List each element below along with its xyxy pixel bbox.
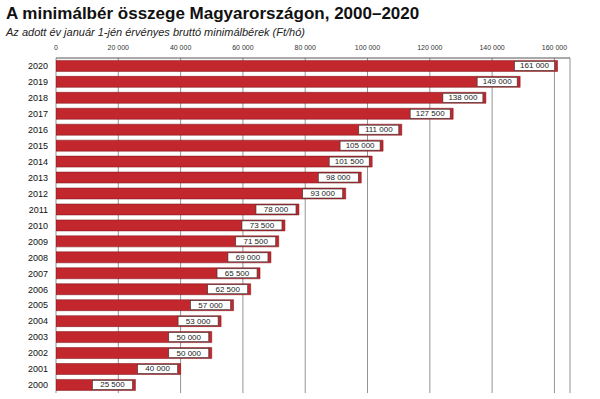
svg-text:25 500: 25 500 [100,380,125,389]
svg-text:2000: 2000 [28,380,48,390]
svg-text:120 000: 120 000 [417,44,442,51]
svg-text:149 000: 149 000 [483,77,512,86]
svg-text:101 500: 101 500 [335,157,364,166]
svg-text:53 000: 53 000 [186,317,211,326]
svg-text:2006: 2006 [28,285,48,295]
svg-text:60 000: 60 000 [232,44,254,51]
svg-text:2012: 2012 [28,189,48,199]
svg-text:0: 0 [54,44,58,51]
svg-text:40 000: 40 000 [170,44,192,51]
svg-text:2010: 2010 [28,221,48,231]
svg-text:65 500: 65 500 [225,269,250,278]
svg-text:2017: 2017 [28,109,48,119]
svg-text:105 000: 105 000 [346,141,375,150]
svg-text:2020: 2020 [28,61,48,71]
svg-text:78 000: 78 000 [264,205,289,214]
svg-text:140 000: 140 000 [479,44,504,51]
svg-text:2003: 2003 [28,332,48,342]
svg-text:2013: 2013 [28,173,48,183]
html-text:A minimálbér összege Magyarors: A minimálbér összege Magyarországon, 200… [6,4,420,23]
svg-text:2014: 2014 [28,157,48,167]
svg-text:80 000: 80 000 [295,44,317,51]
svg-text:2009: 2009 [28,237,48,247]
svg-text:2004: 2004 [28,316,48,326]
svg-text:20 000: 20 000 [108,44,130,51]
svg-text:71 500: 71 500 [243,237,268,246]
svg-text:2002: 2002 [28,348,48,358]
svg-text:2007: 2007 [28,269,48,279]
svg-text:50 000: 50 000 [177,333,202,342]
svg-text:161 000: 161 000 [520,61,549,70]
svg-text:111 000: 111 000 [365,125,393,134]
svg-text:2019: 2019 [28,77,48,87]
svg-text:2015: 2015 [28,141,48,151]
svg-text:2008: 2008 [28,253,48,263]
svg-text:57 000: 57 000 [198,301,223,310]
svg-text:127 500: 127 500 [416,109,445,118]
svg-text:73 500: 73 500 [250,221,275,230]
svg-text:93 000: 93 000 [310,189,335,198]
svg-text:2001: 2001 [28,364,48,374]
svg-text:2011: 2011 [29,205,48,215]
svg-text:98 000: 98 000 [326,173,351,182]
svg-text:50 000: 50 000 [177,349,202,358]
svg-text:2016: 2016 [28,125,48,135]
html-text:Az adott év január 1-jén érvén: Az adott év január 1-jén érvényes bruttó… [6,26,305,38]
svg-text:40 000: 40 000 [145,364,170,373]
svg-text:2018: 2018 [28,93,48,103]
svg-text:138 000: 138 000 [448,93,477,102]
svg-text:100 000: 100 000 [355,44,380,51]
svg-text:69 000: 69 000 [236,253,261,262]
svg-text:62 500: 62 500 [215,285,240,294]
svg-text:160 000: 160 000 [542,44,567,51]
svg-text:2005: 2005 [28,300,48,310]
